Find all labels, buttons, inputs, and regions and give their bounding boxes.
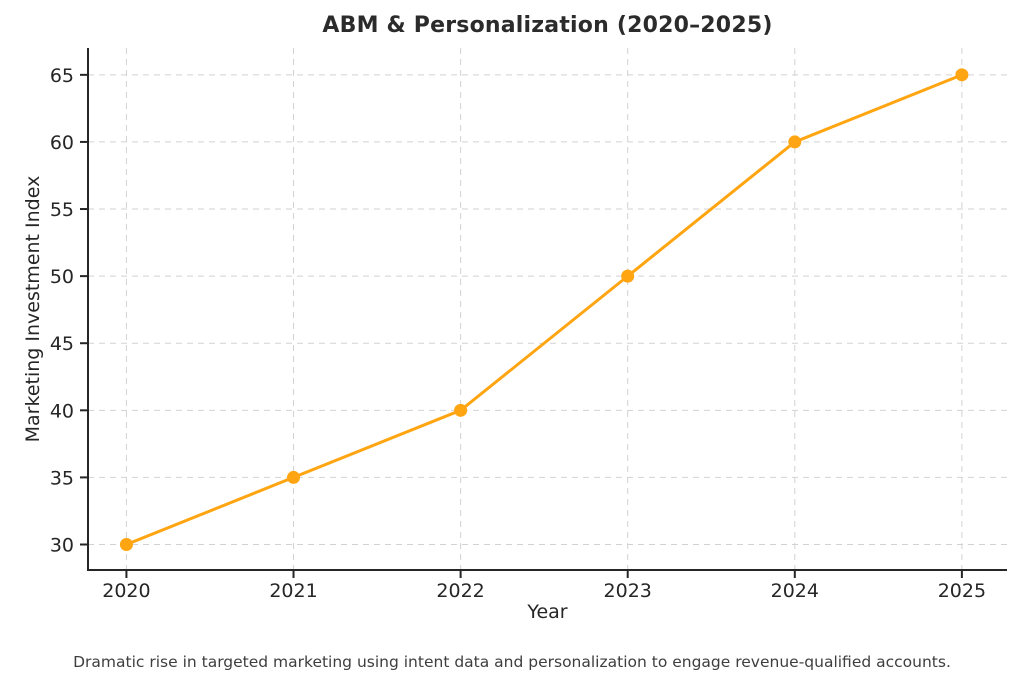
x-tick-label: 2023 [604,580,652,602]
y-tick-label: 30 [50,535,74,557]
data-point-marker [788,135,802,149]
x-axis-label: Year [527,601,568,623]
data-point-marker [454,403,468,417]
x-tick-label: 2022 [436,580,484,602]
y-tick-label: 60 [50,132,74,154]
x-tick-label: 2020 [102,580,150,602]
chart-title: ABM & Personalization (2020–2025) [322,13,773,38]
y-tick-label: 55 [50,199,74,221]
x-tick-label: 2024 [771,580,819,602]
data-point-marker [621,269,635,283]
x-tick-label: 2025 [938,580,986,602]
series-line [124,73,964,547]
y-tick-label: 35 [50,467,74,489]
data-point-marker [119,538,133,552]
data-point-marker [955,68,969,82]
x-tick-label: 2021 [269,580,317,602]
y-tick-label: 65 [50,65,74,87]
chart-caption: Dramatic rise in targeted marketing usin… [73,653,951,671]
data-point-marker [287,470,301,484]
y-tick-label: 40 [50,400,74,422]
y-tick-label: 50 [50,266,74,288]
line-chart-plot-area: 30 35 40 45 50 55 60 65 2020 2021 2022 2023 2024 2025 [50,48,1007,602]
y-tick-label: 45 [50,333,74,355]
